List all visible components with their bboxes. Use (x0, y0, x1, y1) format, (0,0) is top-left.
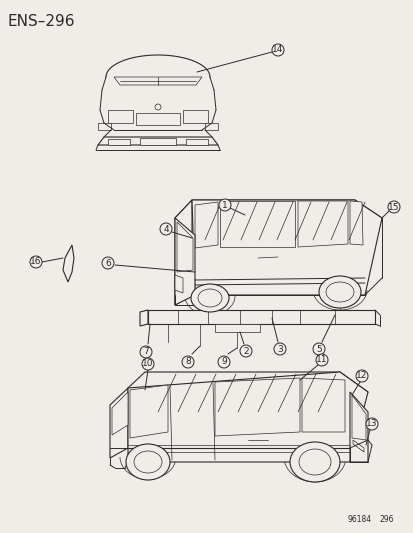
Circle shape (273, 343, 285, 355)
Circle shape (315, 354, 327, 366)
Ellipse shape (190, 284, 228, 312)
Polygon shape (352, 440, 363, 452)
Polygon shape (349, 201, 362, 245)
Polygon shape (195, 202, 218, 248)
Polygon shape (214, 324, 259, 332)
Circle shape (142, 358, 154, 370)
Ellipse shape (318, 276, 360, 308)
Polygon shape (108, 110, 133, 123)
Circle shape (102, 257, 114, 269)
Circle shape (312, 343, 324, 355)
Circle shape (365, 418, 377, 430)
Polygon shape (183, 110, 207, 123)
Text: 13: 13 (366, 419, 377, 429)
Polygon shape (175, 275, 183, 293)
Circle shape (154, 104, 161, 110)
Polygon shape (128, 372, 367, 462)
Ellipse shape (197, 289, 221, 307)
Polygon shape (114, 77, 202, 85)
Polygon shape (110, 388, 128, 458)
Text: 96184: 96184 (347, 515, 371, 524)
Polygon shape (185, 139, 207, 145)
Polygon shape (351, 395, 365, 440)
Text: 2: 2 (242, 346, 248, 356)
Text: 8: 8 (185, 358, 190, 367)
Text: 3: 3 (276, 344, 282, 353)
Text: 16: 16 (30, 257, 42, 266)
Text: 7: 7 (143, 348, 149, 357)
Circle shape (218, 356, 230, 368)
Ellipse shape (325, 282, 353, 302)
Polygon shape (130, 385, 168, 438)
Polygon shape (175, 200, 192, 305)
Polygon shape (192, 200, 381, 295)
Circle shape (30, 256, 42, 268)
Circle shape (159, 223, 171, 235)
Polygon shape (175, 200, 381, 240)
Text: 9: 9 (221, 358, 226, 367)
Polygon shape (112, 392, 128, 435)
Text: 15: 15 (387, 203, 399, 212)
Polygon shape (63, 245, 74, 282)
Text: 12: 12 (356, 372, 367, 381)
Polygon shape (98, 137, 218, 145)
Polygon shape (175, 218, 195, 305)
Text: ENS–296: ENS–296 (8, 14, 75, 29)
Text: 5: 5 (316, 344, 321, 353)
Ellipse shape (289, 442, 339, 482)
Ellipse shape (134, 451, 161, 473)
Polygon shape (214, 378, 299, 436)
Circle shape (355, 370, 367, 382)
Text: 296: 296 (379, 515, 394, 524)
Text: 4: 4 (163, 224, 169, 233)
Polygon shape (108, 139, 130, 145)
Circle shape (218, 199, 230, 211)
Polygon shape (204, 123, 218, 130)
Polygon shape (98, 123, 111, 130)
Ellipse shape (126, 444, 170, 480)
Polygon shape (128, 372, 367, 412)
Circle shape (271, 44, 283, 56)
Text: 14: 14 (272, 45, 283, 54)
Polygon shape (349, 392, 367, 462)
Text: 1: 1 (222, 200, 227, 209)
Text: 6: 6 (105, 259, 111, 268)
Polygon shape (147, 310, 374, 324)
Circle shape (387, 201, 399, 213)
Ellipse shape (298, 449, 330, 475)
Polygon shape (301, 378, 344, 432)
Circle shape (240, 345, 252, 357)
Polygon shape (136, 113, 180, 125)
Circle shape (182, 356, 194, 368)
Text: 10: 10 (142, 359, 153, 368)
Polygon shape (297, 201, 347, 247)
Polygon shape (177, 222, 192, 272)
Polygon shape (140, 310, 147, 326)
Text: 11: 11 (316, 356, 327, 365)
Circle shape (140, 346, 152, 358)
Polygon shape (140, 138, 176, 145)
Polygon shape (219, 201, 294, 247)
